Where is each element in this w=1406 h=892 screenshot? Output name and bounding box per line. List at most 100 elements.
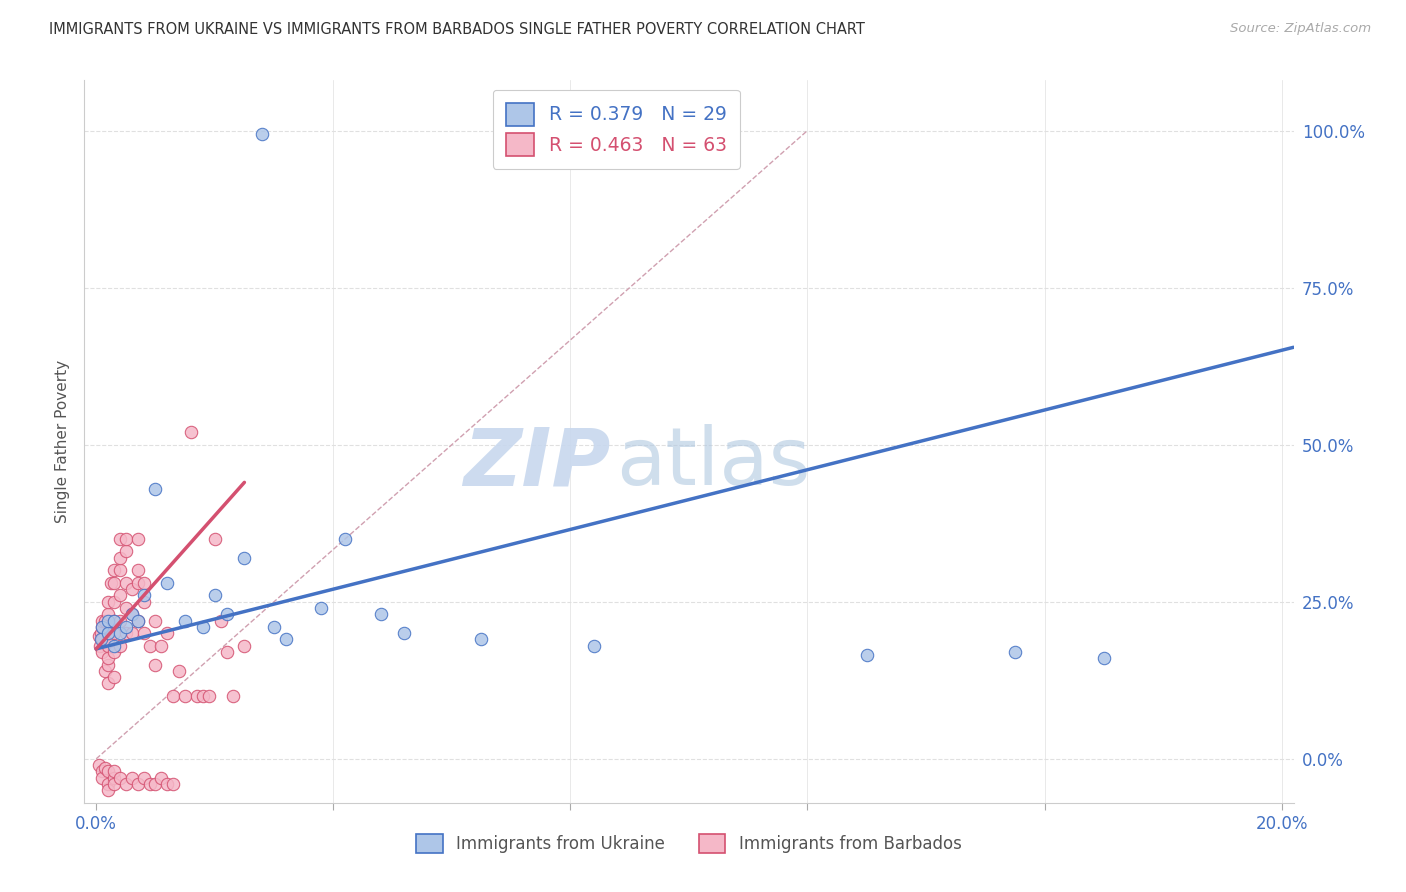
Point (121, 607, 143, 622)
Point (186, 689, 208, 703)
Point (1004, 645, 1026, 659)
Point (97, 651, 120, 665)
Point (89, 758, 111, 772)
Point (108, 563, 131, 577)
Text: ZIP: ZIP (463, 425, 610, 502)
Point (127, 532, 149, 546)
Point (97, 614, 120, 628)
Point (156, 626, 179, 640)
Text: IMMIGRANTS FROM UKRAINE VS IMMIGRANTS FROM BARBADOS SINGLE FATHER POVERTY CORREL: IMMIGRANTS FROM UKRAINE VS IMMIGRANTS FR… (49, 22, 865, 37)
Point (89, 639, 111, 653)
Point (720, 127, 742, 141)
Point (233, 639, 256, 653)
Point (1092, 651, 1115, 665)
Point (204, 532, 226, 546)
Point (103, 614, 125, 628)
Point (263, 620, 285, 634)
Point (97, 764, 120, 779)
Point (233, 550, 256, 565)
Point (108, 614, 131, 628)
Point (145, 777, 167, 791)
Point (115, 532, 138, 546)
Point (138, 777, 160, 791)
Point (97, 657, 120, 672)
Point (121, 626, 143, 640)
Point (97, 639, 120, 653)
Point (127, 614, 149, 628)
Point (198, 689, 221, 703)
Point (97, 595, 120, 609)
Point (132, 589, 155, 603)
Point (138, 639, 160, 653)
Point (103, 639, 125, 653)
Point (103, 670, 125, 684)
Point (97, 626, 120, 640)
Point (91, 645, 114, 659)
Point (94, 664, 117, 678)
Point (132, 595, 155, 609)
Point (162, 777, 184, 791)
Point (91, 614, 114, 628)
Point (94, 761, 117, 775)
Point (103, 645, 125, 659)
Point (108, 771, 131, 785)
Point (103, 575, 125, 590)
Point (91, 764, 114, 779)
Point (221, 689, 243, 703)
Point (855, 648, 877, 662)
Point (215, 645, 238, 659)
Point (97, 626, 120, 640)
Point (150, 771, 173, 785)
Point (127, 575, 149, 590)
Point (156, 575, 179, 590)
Point (145, 482, 167, 496)
Point (132, 771, 155, 785)
Point (108, 550, 131, 565)
Point (103, 626, 125, 640)
Point (103, 771, 125, 785)
Point (115, 544, 138, 558)
Point (91, 620, 114, 634)
Point (97, 607, 120, 622)
Point (90, 632, 112, 647)
Point (311, 601, 333, 615)
Point (115, 626, 138, 640)
Point (121, 771, 143, 785)
Point (191, 689, 214, 703)
Point (103, 777, 125, 791)
Point (132, 626, 155, 640)
Point (103, 563, 125, 577)
Point (91, 620, 114, 634)
Point (100, 575, 122, 590)
Point (97, 777, 120, 791)
Point (204, 589, 226, 603)
Point (370, 607, 392, 622)
Point (156, 777, 179, 791)
Point (115, 620, 138, 634)
Point (115, 575, 138, 590)
Point (115, 601, 138, 615)
Point (108, 626, 131, 640)
Point (174, 689, 197, 703)
Point (180, 425, 202, 439)
Point (108, 639, 131, 653)
Point (274, 632, 297, 647)
Point (103, 595, 125, 609)
Point (127, 614, 149, 628)
Point (97, 676, 120, 690)
Text: Source: ZipAtlas.com: Source: ZipAtlas.com (1230, 22, 1371, 36)
Point (132, 575, 155, 590)
Legend: Immigrants from Ukraine, Immigrants from Barbados: Immigrants from Ukraine, Immigrants from… (409, 827, 969, 860)
Point (89, 629, 111, 643)
Y-axis label: Single Father Poverty: Single Father Poverty (55, 360, 70, 523)
Point (174, 614, 197, 628)
Point (121, 582, 143, 597)
Point (209, 614, 232, 628)
Point (127, 563, 149, 577)
Point (97, 632, 120, 647)
Point (162, 689, 184, 703)
Point (333, 532, 356, 546)
Point (167, 664, 190, 678)
Point (97, 783, 120, 797)
Point (150, 639, 173, 653)
